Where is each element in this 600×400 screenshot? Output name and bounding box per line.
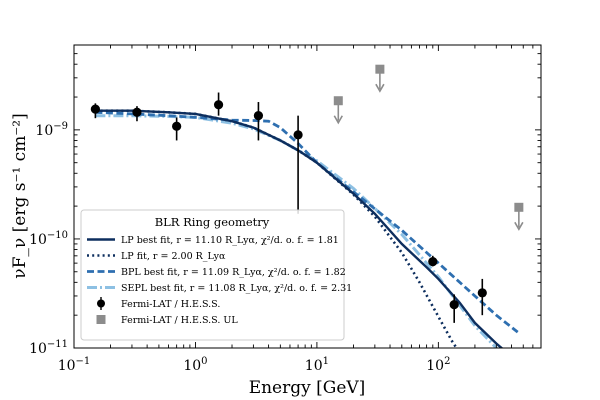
legend-marker-ul xyxy=(96,315,106,324)
data-marker xyxy=(293,130,303,140)
model-curves xyxy=(95,109,519,348)
y-tick-label: 10−10 xyxy=(29,230,68,248)
legend-marker-data xyxy=(97,299,105,308)
data-marker xyxy=(449,299,459,310)
upper-limit xyxy=(514,202,524,231)
x-tick-label: 10−1 xyxy=(58,356,91,374)
data-point xyxy=(213,92,224,116)
legend-entry-data: Fermi-LAT / H.E.S.S. xyxy=(97,297,220,310)
x-tick-label: 100 xyxy=(183,356,207,374)
legend-entry-ul: Fermi-LAT / H.E.S.S. UL xyxy=(96,315,238,326)
data-point xyxy=(293,115,303,214)
series-lp-line xyxy=(95,109,504,348)
data-marker xyxy=(132,107,142,117)
legend-entry-sepl: SEPL best fit, r = 11.08 R_Lyα, χ²/d. o.… xyxy=(87,283,352,294)
data-point xyxy=(172,117,182,141)
legend-label-data: Fermi-LAT / H.E.S.S. xyxy=(121,299,220,310)
legend-label-sepl: SEPL best fit, r = 11.08 R_Lyα, χ²/d. o.… xyxy=(121,283,352,294)
data-marker xyxy=(428,256,438,267)
upper-limit-marker xyxy=(514,202,524,212)
data-point xyxy=(428,255,438,267)
x-axis-label: Energy [GeV] xyxy=(249,378,366,398)
upper-limit xyxy=(375,64,385,93)
upper-limit-arrow xyxy=(333,115,343,125)
legend-label-bpl: BPL best fit, r = 11.09 R_Lyα, χ²/d. o. … xyxy=(121,267,346,278)
data-marker xyxy=(90,104,100,114)
x-tick-label: 102 xyxy=(426,356,450,374)
plot-frame xyxy=(73,44,542,349)
upper-limit-marker xyxy=(375,64,385,74)
upper-limit xyxy=(333,96,343,125)
axis-ticks xyxy=(73,45,542,349)
data-marker xyxy=(172,121,182,131)
legend: BLR Ring geometry LP best fit, r = 11.10… xyxy=(80,209,352,341)
legend-entry-lp2: LP fit, r = 2.00 R_Lyα xyxy=(87,251,226,262)
legend-label-lp: LP best fit, r = 11.10 R_Lyα, χ²/d. o. f… xyxy=(121,235,339,246)
data-point xyxy=(132,106,142,122)
upper-limit-arrow xyxy=(375,83,385,93)
legend-entry-lp: LP best fit, r = 11.10 R_Lyα, χ²/d. o. f… xyxy=(87,235,339,246)
legend-label-ul: Fermi-LAT / H.E.S.S. UL xyxy=(121,315,238,326)
data-marker xyxy=(253,111,264,121)
data-point xyxy=(477,278,487,316)
data-point xyxy=(449,294,459,323)
y-tick-label: 10−11 xyxy=(29,339,68,357)
legend-title: BLR Ring geometry xyxy=(155,215,270,229)
y-axis-label: νF_ν [erg s⁻¹ cm⁻²] xyxy=(10,113,30,278)
data-point xyxy=(253,102,264,141)
axis-tick-labels: 10−1 100 101 102 10−11 10−10 10−9 xyxy=(29,121,450,374)
data-point xyxy=(90,103,100,119)
data-marker xyxy=(213,100,224,110)
series-bpl-line xyxy=(95,110,519,334)
data-markers xyxy=(90,64,524,323)
y-tick-label: 10−9 xyxy=(35,121,68,139)
x-tick-label: 101 xyxy=(305,356,329,374)
upper-limit-arrow xyxy=(514,221,524,231)
upper-limit-marker xyxy=(333,96,343,106)
legend-label-lp2: LP fit, r = 2.00 R_Lyα xyxy=(121,251,226,262)
legend-entry-bpl: BPL best fit, r = 11.09 R_Lyα, χ²/d. o. … xyxy=(87,267,346,278)
legend-box xyxy=(80,209,345,341)
data-marker xyxy=(477,288,487,298)
